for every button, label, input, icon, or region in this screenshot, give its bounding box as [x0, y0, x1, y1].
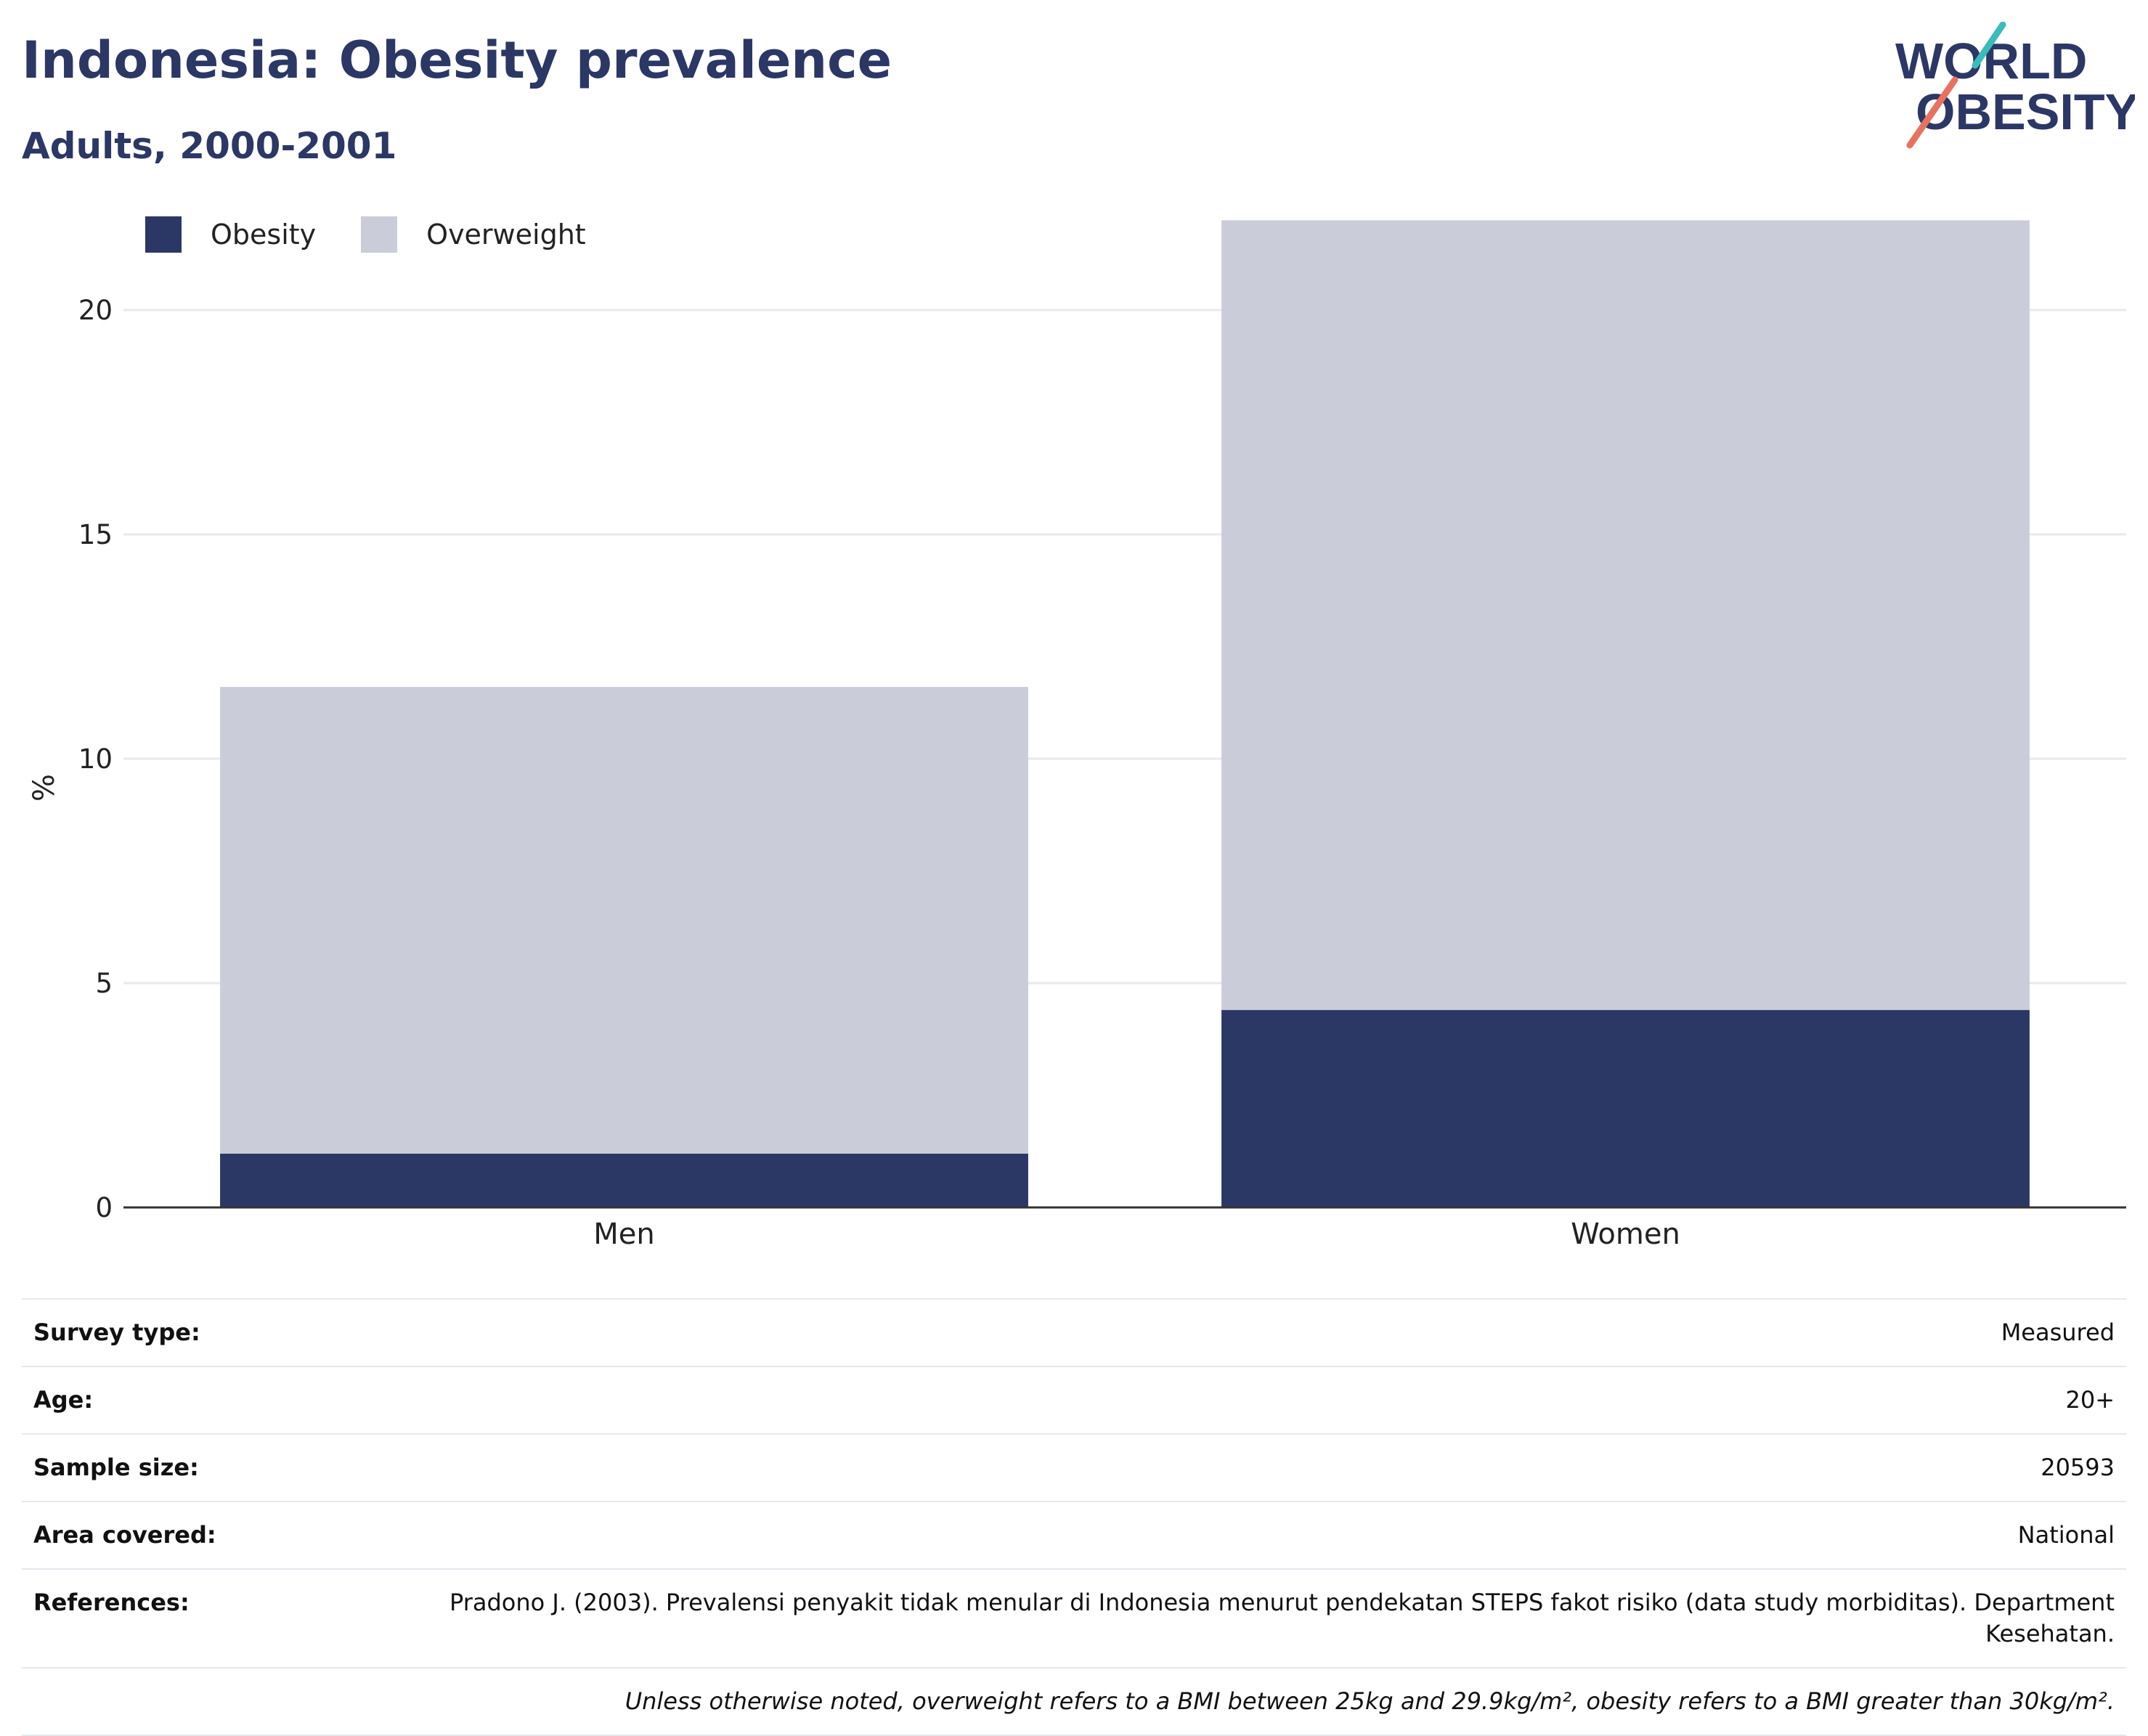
bar-chart: 0 5 10 15 20% Men Women [28, 220, 2126, 1251]
survey-metadata-table: Survey type: Measured Age: 20+ Sample si… [22, 1298, 2126, 1736]
world-obesity-logo: WORLD OBESITY [1895, 22, 2135, 149]
logo-accent-coral [1906, 76, 1958, 149]
meta-label-references: References: [33, 1589, 190, 1616]
chart-legend: Obesity Overweight [145, 216, 631, 253]
meta-row-sample-size: Sample size: 20593 [22, 1435, 2126, 1502]
legend-label-overweight: Overweight [426, 219, 586, 250]
bar-overweight-men [220, 687, 1028, 1154]
y-tick-label-5: 5 [95, 968, 113, 999]
legend-swatch-obesity [145, 216, 182, 253]
meta-value-references: Pradono J. (2003). Prevalensi penyakit t… [449, 1589, 2115, 1647]
bar-obesity-men [220, 1153, 1028, 1207]
y-tick-label-10: 10 [78, 743, 113, 775]
y-tick-label-20: 20 [78, 295, 113, 326]
meta-row-references: References: Pradono J. (2003). Prevalens… [22, 1570, 2126, 1668]
meta-label-sample-size: Sample size: [33, 1454, 199, 1481]
meta-row-area-covered: Area covered: National [22, 1502, 2126, 1570]
chart-title: Indonesia: Obesity prevalence [22, 30, 892, 90]
legend-item-overweight[interactable]: Overweight [361, 216, 586, 253]
meta-value-sample-size: 20593 [2041, 1454, 2115, 1481]
x-tick-label-women: Women [1571, 1218, 1680, 1251]
logo-text-obesity: OBESITY [1916, 83, 2135, 140]
bmi-note-text: Unless otherwise noted, overweight refer… [625, 1687, 2115, 1715]
meta-row-age: Age: 20+ [22, 1367, 2126, 1435]
meta-value-area-covered: National [2017, 1521, 2115, 1549]
meta-row-survey-type: Survey type: Measured [22, 1300, 2126, 1367]
meta-label-age: Age: [33, 1386, 94, 1414]
bmi-definition-note: Unless otherwise noted, overweight refer… [22, 1668, 2126, 1736]
legend-label-obesity: Obesity [211, 219, 317, 250]
legend-swatch-overweight [361, 216, 398, 253]
x-tick-label-men: Men [593, 1218, 654, 1251]
bar-obesity-women [1221, 1010, 2030, 1207]
bar-overweight-women [1221, 220, 2030, 1011]
meta-value-survey-type: Measured [2001, 1319, 2115, 1346]
meta-label-area-covered: Area covered: [33, 1521, 216, 1549]
y-axis-label: % [28, 774, 61, 802]
meta-value-age: 20+ [2065, 1386, 2115, 1414]
logo-accent-teal [1972, 22, 2006, 69]
legend-item-obesity[interactable]: Obesity [145, 216, 316, 253]
y-tick-label-0: 0 [95, 1192, 113, 1223]
meta-label-survey-type: Survey type: [33, 1319, 200, 1346]
chart-subtitle: Adults, 2000-2001 [22, 125, 397, 167]
y-tick-label-15: 15 [78, 519, 113, 550]
